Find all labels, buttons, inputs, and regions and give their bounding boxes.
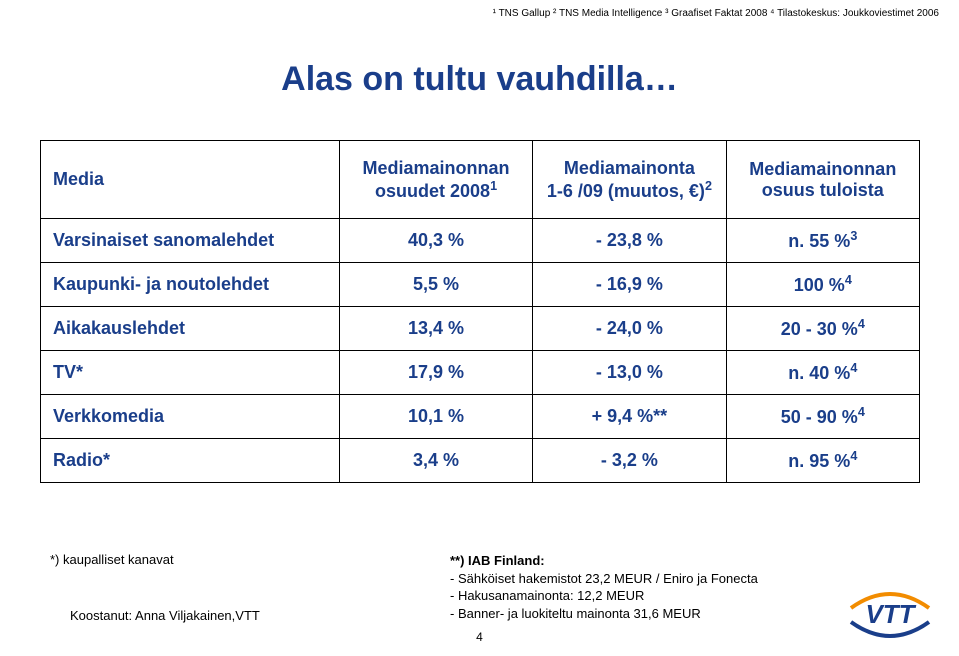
- source-line: ¹ TNS Gallup ² TNS Media Intelligence ³ …: [493, 8, 939, 19]
- footnote-right-heading: **) IAB Finland:: [450, 552, 758, 570]
- footnote-right: **) IAB Finland: - Sähköiset hakemistot …: [450, 552, 758, 622]
- share-2008: 13,4 %: [339, 307, 532, 351]
- media-label: Radio*: [41, 439, 340, 483]
- income-share: 20 - 30 %4: [726, 307, 919, 351]
- share-2008: 3,4 %: [339, 439, 532, 483]
- income-share-sup: 4: [858, 405, 865, 419]
- footnote-left: *) kaupalliset kanavat: [50, 552, 174, 567]
- change-value: - 24,0 %: [533, 307, 726, 351]
- media-label: Aikakauslehdet: [41, 307, 340, 351]
- media-label: Kaupunki- ja noutolehdet: [41, 263, 340, 307]
- footnote-right-line: - Banner- ja luokiteltu mainonta 31,6 ME…: [450, 605, 758, 623]
- share-2008: 10,1 %: [339, 395, 532, 439]
- share-2008: 5,5 %: [339, 263, 532, 307]
- share-2008: 17,9 %: [339, 351, 532, 395]
- col-header-line: 1-6 /09 (muutos, €): [547, 181, 705, 201]
- col-header-change: Mediamainonta 1-6 /09 (muutos, €)2: [533, 141, 726, 219]
- col-header-line: osuudet 2008: [375, 181, 490, 201]
- compiler-line: Koostanut: Anna Viljakainen,VTT: [70, 608, 260, 623]
- change-value: + 9,4 %**: [533, 395, 726, 439]
- table-row: Verkkomedia10,1 %+ 9,4 %**50 - 90 %4: [41, 395, 920, 439]
- income-share-sup: 4: [858, 317, 865, 331]
- income-share-sup: 4: [845, 273, 852, 287]
- col-header-sup: 1: [490, 179, 497, 193]
- col-header-income-share: Mediamainonnan osuus tuloista: [726, 141, 919, 219]
- income-share: 100 %4: [726, 263, 919, 307]
- col-header-line: Mediamainonnan: [363, 158, 510, 178]
- income-share: n. 95 %4: [726, 439, 919, 483]
- page-number: 4: [476, 630, 483, 644]
- col-header-line: Mediamainonta: [564, 158, 695, 178]
- table-row: Varsinaiset sanomalehdet40,3 %- 23,8 %n.…: [41, 219, 920, 263]
- logo-text: VTT: [865, 599, 916, 629]
- media-label: Verkkomedia: [41, 395, 340, 439]
- page-title: Alas on tultu vauhdilla…: [281, 60, 678, 99]
- media-label: TV*: [41, 351, 340, 395]
- col-header-share2008: Mediamainonnan osuudet 20081: [339, 141, 532, 219]
- table-row: Radio*3,4 %- 3,2 %n. 95 %4: [41, 439, 920, 483]
- table-header-row: Media Mediamainonnan osuudet 20081 Media…: [41, 141, 920, 219]
- income-share-sup: 3: [850, 229, 857, 243]
- share-2008: 40,3 %: [339, 219, 532, 263]
- media-label: Varsinaiset sanomalehdet: [41, 219, 340, 263]
- col-header-line: Mediamainonnan: [749, 159, 896, 179]
- change-value: - 23,8 %: [533, 219, 726, 263]
- vtt-logo: VTT: [845, 588, 935, 642]
- change-value: - 16,9 %: [533, 263, 726, 307]
- footnote-right-line: - Sähköiset hakemistot 23,2 MEUR / Eniro…: [450, 570, 758, 588]
- income-share-sup: 4: [850, 449, 857, 463]
- col-header-line: osuus tuloista: [762, 180, 884, 200]
- col-header-sup: 2: [705, 179, 712, 193]
- income-share: n. 40 %4: [726, 351, 919, 395]
- table-row: Aikakauslehdet13,4 %- 24,0 %20 - 30 %4: [41, 307, 920, 351]
- footnote-right-line: - Hakusanamainonta: 12,2 MEUR: [450, 587, 758, 605]
- table-row: Kaupunki- ja noutolehdet5,5 %- 16,9 %100…: [41, 263, 920, 307]
- media-table: Media Mediamainonnan osuudet 20081 Media…: [40, 140, 920, 483]
- change-value: - 3,2 %: [533, 439, 726, 483]
- change-value: - 13,0 %: [533, 351, 726, 395]
- income-share: 50 - 90 %4: [726, 395, 919, 439]
- table-row: TV*17,9 %- 13,0 %n. 40 %4: [41, 351, 920, 395]
- col-header-media: Media: [41, 141, 340, 219]
- income-share: n. 55 %3: [726, 219, 919, 263]
- income-share-sup: 4: [850, 361, 857, 375]
